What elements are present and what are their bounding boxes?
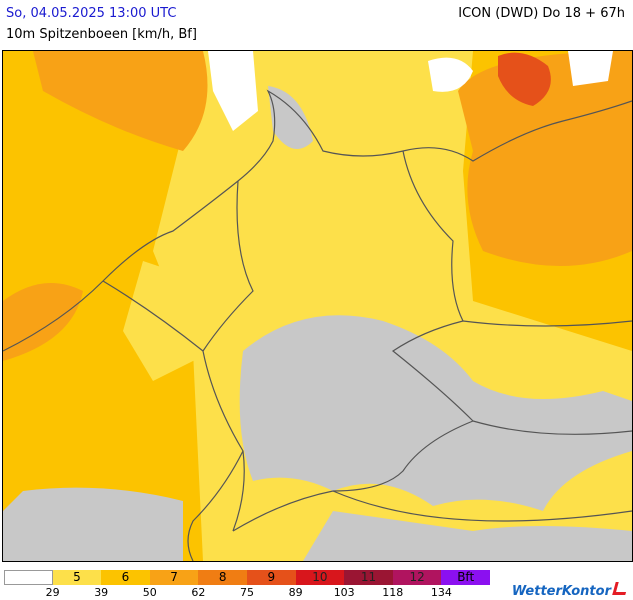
calm-white-baltic (428, 57, 473, 92)
legend-tick: 62 (191, 586, 206, 599)
border-poland-czech (462, 320, 632, 327)
legend-tick: 75 (240, 586, 254, 599)
field-bft5-west (123, 261, 213, 381)
field-bft7-northwest (33, 51, 208, 151)
field-bft7-east (458, 51, 632, 266)
parameter-title: 10m Spitzenboeen [km/h, Bf] (6, 27, 197, 42)
map-canvas (3, 51, 632, 561)
legend-tick: 50 (142, 586, 157, 599)
legend-class-11: 11 (344, 570, 393, 585)
legend-tick: 118 (382, 586, 404, 599)
legend-tick: 29 (45, 586, 60, 599)
field-bft7-channel (3, 283, 83, 361)
border-benelux (102, 280, 204, 352)
calm-white-northeast (568, 51, 613, 86)
border-germany-west (202, 180, 254, 532)
legend-tick: 39 (94, 586, 109, 599)
borders (3, 89, 632, 561)
legend-class-Bft: Bft (441, 570, 490, 585)
legend-class-below (4, 570, 53, 585)
calm-white-north (208, 51, 258, 131)
legend-class-8: 8 (198, 570, 247, 585)
calm-area-jutland (268, 86, 313, 149)
coastline (3, 89, 632, 352)
calm-area-alps (303, 511, 632, 561)
legend-class-6: 6 (101, 570, 150, 585)
border-germany-south (232, 490, 334, 532)
wind-gust-map (2, 50, 633, 562)
calm-area-central (239, 315, 632, 511)
calm-area-southwest (3, 487, 183, 561)
forecast-date: So, 04.05.2025 13:00 UTC (6, 6, 177, 21)
border-france-swiss (187, 450, 244, 561)
legend-tick: 134 (430, 586, 452, 599)
border-alps (332, 490, 632, 522)
legend-class-5: 5 (52, 570, 102, 585)
legend-class-9: 9 (247, 570, 296, 585)
legend-class-10: 10 (295, 570, 345, 585)
brand-mark-icon (612, 582, 629, 595)
border-germany-east (332, 150, 475, 492)
brand-label: WetterKontor (511, 584, 611, 599)
legend-class-7: 7 (149, 570, 199, 585)
field-bft8-core (498, 52, 551, 106)
brand-logo: WetterKontor (511, 582, 629, 599)
legend-class-12: 12 (392, 570, 442, 585)
model-run: ICON (DWD) Do 18 + 67h (458, 6, 625, 21)
legend-tick: 89 (288, 586, 303, 599)
border-austria (472, 420, 632, 435)
legend-tick: 103 (333, 586, 355, 599)
